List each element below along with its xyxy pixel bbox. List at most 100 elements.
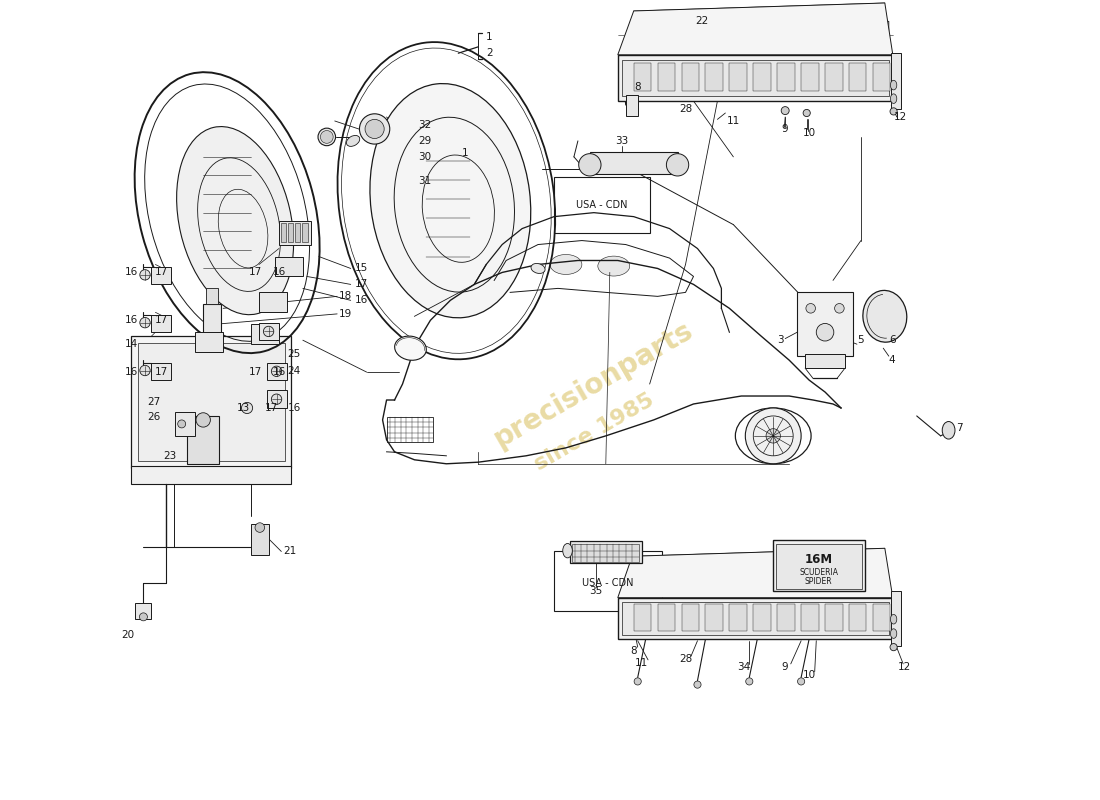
Bar xyxy=(705,604,723,631)
Bar xyxy=(778,62,794,91)
Text: 14: 14 xyxy=(124,339,139,349)
Bar xyxy=(275,257,302,277)
Polygon shape xyxy=(626,22,889,50)
Bar xyxy=(152,267,172,285)
Ellipse shape xyxy=(272,394,282,404)
Bar xyxy=(280,223,286,242)
Ellipse shape xyxy=(320,130,333,143)
Text: 16: 16 xyxy=(124,367,139,377)
Text: 17: 17 xyxy=(249,267,262,278)
Bar xyxy=(825,604,843,631)
Text: 8: 8 xyxy=(630,646,637,656)
Text: 20: 20 xyxy=(121,630,134,640)
Bar xyxy=(754,62,771,91)
Bar xyxy=(682,604,700,631)
Ellipse shape xyxy=(816,323,834,341)
Bar xyxy=(754,604,771,631)
Text: 28: 28 xyxy=(679,104,692,114)
Text: 24: 24 xyxy=(287,366,300,375)
Bar xyxy=(873,62,890,91)
Text: 33: 33 xyxy=(615,136,628,146)
Bar xyxy=(152,362,172,380)
Bar xyxy=(891,54,901,109)
Text: 16: 16 xyxy=(288,403,301,413)
Text: 19: 19 xyxy=(339,309,352,319)
Ellipse shape xyxy=(318,128,336,146)
Ellipse shape xyxy=(890,80,896,90)
Ellipse shape xyxy=(943,422,955,439)
Bar xyxy=(206,288,219,304)
Text: 1: 1 xyxy=(486,32,493,42)
Text: 6: 6 xyxy=(889,335,895,346)
Bar xyxy=(618,55,893,101)
Ellipse shape xyxy=(177,126,294,314)
Text: 18: 18 xyxy=(339,291,352,302)
Bar xyxy=(187,416,219,464)
Bar xyxy=(204,304,221,336)
Text: 9: 9 xyxy=(782,124,789,134)
Text: 22: 22 xyxy=(695,16,708,26)
Bar xyxy=(849,604,867,631)
Text: 12: 12 xyxy=(894,112,908,122)
Bar xyxy=(634,604,651,631)
Ellipse shape xyxy=(531,263,546,274)
Bar xyxy=(138,342,285,462)
Ellipse shape xyxy=(255,522,265,532)
Ellipse shape xyxy=(360,114,389,144)
Bar xyxy=(891,591,901,646)
Text: 13: 13 xyxy=(236,403,250,413)
Ellipse shape xyxy=(890,94,896,103)
Bar xyxy=(682,62,700,91)
Bar xyxy=(195,332,223,352)
Bar xyxy=(777,543,861,589)
Text: 12: 12 xyxy=(898,662,912,672)
Bar xyxy=(801,62,818,91)
Bar xyxy=(634,62,651,91)
Text: 9: 9 xyxy=(782,662,789,672)
Text: 28: 28 xyxy=(679,654,692,664)
Text: 25: 25 xyxy=(287,349,300,358)
Bar xyxy=(251,523,268,555)
Ellipse shape xyxy=(140,318,151,328)
Text: 35: 35 xyxy=(590,586,603,596)
Text: 30: 30 xyxy=(418,152,431,162)
Text: 17: 17 xyxy=(264,403,277,413)
Text: 10: 10 xyxy=(803,670,816,680)
Text: USA - CDN: USA - CDN xyxy=(576,200,628,210)
Text: 1: 1 xyxy=(462,148,469,158)
Ellipse shape xyxy=(550,254,582,274)
Ellipse shape xyxy=(140,366,151,376)
Ellipse shape xyxy=(890,629,896,638)
Ellipse shape xyxy=(563,543,572,558)
Polygon shape xyxy=(618,548,893,598)
Bar xyxy=(778,604,794,631)
Text: since 1985: since 1985 xyxy=(530,390,657,474)
Text: 8: 8 xyxy=(635,82,641,93)
Ellipse shape xyxy=(667,154,689,176)
Text: 17: 17 xyxy=(249,367,262,377)
Ellipse shape xyxy=(395,336,427,360)
Bar xyxy=(590,152,678,174)
Polygon shape xyxy=(618,3,893,55)
Text: SPIDER: SPIDER xyxy=(805,578,833,586)
Ellipse shape xyxy=(140,270,151,280)
Bar xyxy=(805,354,845,368)
Bar xyxy=(801,604,818,631)
Ellipse shape xyxy=(242,402,253,414)
Bar xyxy=(251,324,279,344)
Text: 5: 5 xyxy=(857,335,864,346)
Ellipse shape xyxy=(196,413,210,427)
Text: 17: 17 xyxy=(155,367,168,377)
Text: 15: 15 xyxy=(354,263,367,274)
Text: 7: 7 xyxy=(957,423,964,433)
Bar xyxy=(302,223,308,242)
Bar xyxy=(258,322,279,340)
Ellipse shape xyxy=(178,420,186,428)
Ellipse shape xyxy=(634,678,641,685)
Text: 34: 34 xyxy=(737,662,750,672)
Text: 10: 10 xyxy=(803,128,816,138)
Text: 29: 29 xyxy=(418,136,431,146)
Text: 16: 16 xyxy=(124,315,139,326)
Bar xyxy=(288,223,294,242)
Bar xyxy=(798,292,852,356)
